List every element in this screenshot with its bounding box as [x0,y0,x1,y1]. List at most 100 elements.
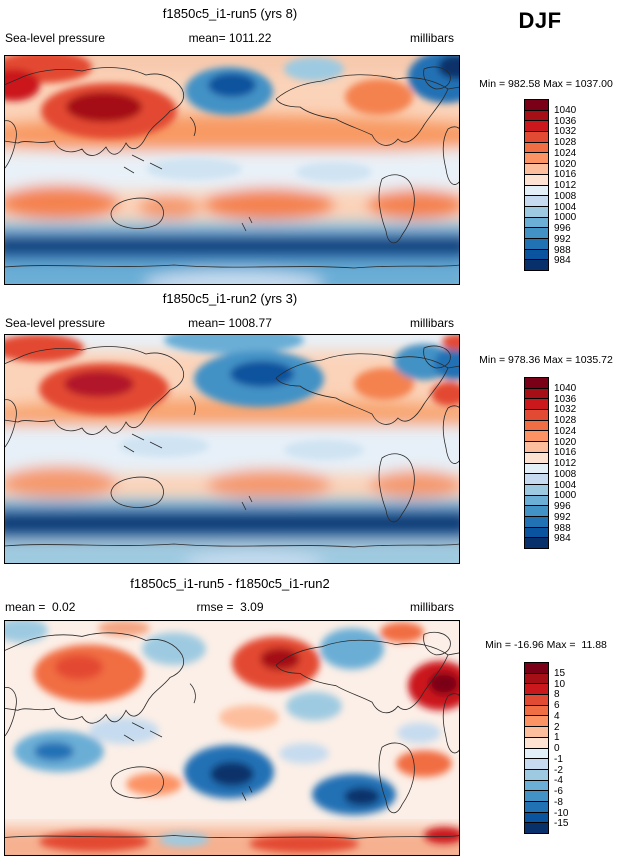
colorbar-run5: 1040 1036 1032 1028 1024 1020 1016 1012 1008 1004… [524,99,576,271]
colorbar-tick-label: 1024 [554,147,577,159]
colorbar-tick-label: -15 [554,818,569,830]
colorbar-tick-label: 984 [554,533,571,545]
map2-border [4,334,460,564]
colorbar-cell [525,790,548,801]
map2-pressure-bands [4,334,460,564]
colorbar-cell [525,704,548,716]
colorbar-cell [525,483,548,495]
panel3-mean-label: mean = 0.02 [5,600,76,614]
colorbar-tick-label: 992 [554,511,571,523]
colorbar-cell [525,131,548,142]
map1-pressure-centers [4,55,460,182]
colorbar-cell [525,672,548,684]
colorbar-cell [525,811,548,823]
colorbar-cell [525,184,548,196]
colorbar-tick-label: 1008 [554,468,577,480]
colorbar-cell [525,205,548,217]
map3-difference-centers [4,620,460,853]
colorbar-tick-label: 0 [554,743,560,754]
colorbar-cell [525,515,548,527]
colorbar-cell [525,141,548,153]
colorbar-cell [525,441,548,452]
colorbar-tick-label: 1012 [554,458,577,469]
map1-border [4,55,460,285]
colorbar-tick-label: -1 [554,753,563,765]
colorbar-cell [525,683,548,695]
colorbar-tick-label: 1016 [554,169,577,181]
colorbar-cell [525,152,548,164]
panel3-rmse-label: rmse = 3.09 [196,600,264,614]
panel1-variable-label: Sea-level pressure [5,31,106,45]
colorbar-tick-label: -2 [554,764,563,776]
colorbar-cell [525,822,548,833]
panel1-units-label: millibars [409,31,454,45]
colorbar-tick-label: 8 [554,689,560,701]
colorbar-cell [525,109,548,121]
colorbar-cell [525,216,548,228]
colorbar-cell [525,378,548,388]
colorbar-cell [525,248,548,260]
colorbar-cell [525,451,548,463]
colorbar-tick-label: 992 [554,233,571,245]
colorbar-tick-label: 1040 [554,382,577,394]
colorbar-tick-label: 1032 [554,404,577,416]
map-run2 [4,334,460,564]
colorbar-tick-label: 15 [554,667,566,679]
colorbar-cell [525,715,548,727]
colorbar-cell [525,163,548,174]
colorbar-cell [525,259,548,270]
colorbar-cell [525,494,548,506]
panel1-minmax: Min = 982.58 Max = 1037.00 [479,78,613,90]
colorbar-tick-label: 1028 [554,137,577,148]
colorbar-difference: 15 10 8 6 4 2 1 0 -1 -2 -4 -6 -8 -10 -15 [524,662,568,834]
colorbar-tick-label: 1036 [554,115,577,127]
panel3-subrow: mean = 0.02 rmse = 3.09 millibars [0,600,460,616]
colorbar-tick-label: -10 [554,807,569,819]
colorbar-cell [525,100,548,110]
colorbar-cell [525,409,548,420]
colorbar-tick-label: 1020 [554,436,577,448]
coastlines [4,66,460,269]
coastlines [4,631,460,839]
colorbar-tick-label: 1028 [554,415,577,426]
panel2-mean-label: mean= 1008.77 [188,316,272,330]
colorbar-tick-label: 1020 [554,158,577,170]
colorbar-cell [525,800,548,812]
colorbar-run2: 1040 1036 1032 1028 1024 1020 1016 1012 1008 1004… [524,377,576,549]
colorbar-tick-label: 988 [554,522,571,534]
panel1-subrow: Sea-level pressure mean= 1011.22 milliba… [0,31,460,47]
panel3-title: f1850c5_i1-run5 - f1850c5_i1-run2 [130,576,330,591]
colorbar-cell [525,120,548,132]
colorbar-cell [525,419,548,431]
panel2-units-label: millibars [409,316,454,330]
colorbar-tick-label: 996 [554,501,571,512]
colorbar-tick-label: 1 [554,732,560,744]
panel3-units-label: millibars [409,600,454,614]
colorbar-cell [525,387,548,399]
colorbar-tick-label: 1040 [554,104,577,116]
colorbar-cell [525,173,548,185]
panel1-title: f1850c5_i1-run5 (yrs 8) [162,6,298,21]
colorbar-tick-label: 1004 [554,479,577,491]
panel2-title: f1850c5_i1-run2 (yrs 3) [162,291,298,306]
colorbar-cell [525,694,548,705]
colorbar-tick-label: 1000 [554,490,577,502]
colorbar-tick-label: 10 [554,678,566,690]
colorbar-cell [525,747,548,759]
map-run5 [4,55,460,285]
colorbar-tick-label: 1004 [554,201,577,213]
season-label: DJF [518,8,562,33]
colorbar-tick-label: -4 [554,775,563,787]
colorbar-tick-label: 1000 [554,212,577,224]
colorbar-cell [525,473,548,484]
panel3-minmax: Min = -16.96 Max = 11.88 [485,639,607,651]
colorbar-tick-label: 4 [554,710,560,722]
panel2-subrow: Sea-level pressure mean= 1008.77 milliba… [0,316,460,332]
colorbar-tick-label: 1032 [554,126,577,138]
colorbar-tick-label: -6 [554,786,563,797]
colorbar-cell [525,195,548,206]
colorbar-tick-label: 988 [554,244,571,256]
colorbar-cell [525,430,548,442]
colorbar-cell [525,726,548,737]
colorbar-cell [525,398,548,410]
